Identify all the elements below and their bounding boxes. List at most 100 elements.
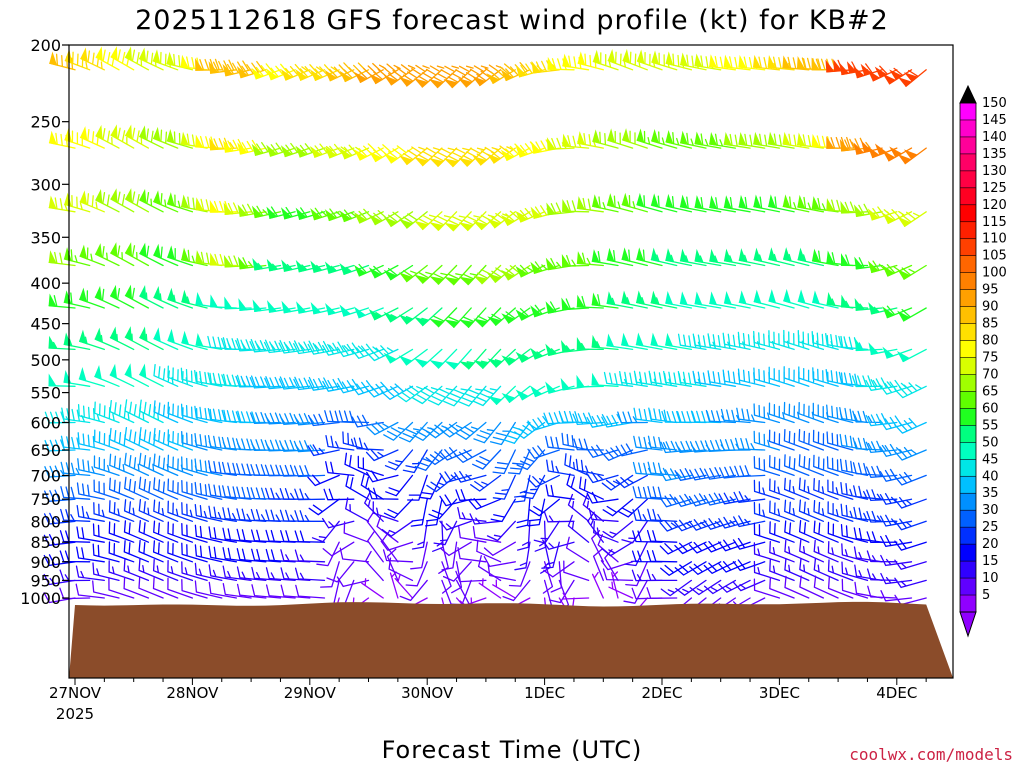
wind-barb-shaft <box>650 195 678 213</box>
wind-barb <box>110 46 135 71</box>
wind-barb-pennant <box>635 332 644 347</box>
wind-barb-pennant <box>267 300 278 313</box>
wind-barb-shaft <box>591 341 619 351</box>
wind-barb-shaft <box>718 579 751 593</box>
wind-barb-shaft <box>576 295 604 309</box>
wind-barb-shaft <box>708 55 737 71</box>
wind-barb-shaft <box>879 443 913 457</box>
wind-barb <box>181 431 208 451</box>
wind-barb-shaft <box>738 196 766 213</box>
wind-barb <box>153 286 179 309</box>
wind-barb-shaft <box>547 137 575 150</box>
wind-barb <box>167 559 194 582</box>
wind-barb-shaft <box>826 404 854 424</box>
wind-barb-shaft <box>548 385 575 394</box>
wind-barb <box>153 453 179 477</box>
wind-barb-shaft <box>64 130 91 149</box>
wind-barb <box>458 264 487 286</box>
wind-barb-shaft <box>357 455 384 477</box>
wind-barb <box>529 498 560 517</box>
wind-barb <box>879 379 913 395</box>
wind-barb-shaft <box>812 301 839 309</box>
wind-barb <box>732 579 766 592</box>
wind-barb-shaft <box>294 488 326 501</box>
wind-barb <box>264 439 296 452</box>
wind-barb <box>879 443 913 457</box>
wind-barb <box>752 54 781 71</box>
wind-barb-shaft <box>78 336 105 351</box>
wind-barb <box>43 512 76 525</box>
wind-barb <box>48 293 76 309</box>
wind-barb <box>444 348 472 370</box>
wind-barb-shaft <box>279 488 311 500</box>
wind-barb <box>60 435 91 451</box>
x-tick-label: 27NOV <box>49 684 102 702</box>
wind-barb <box>812 367 839 387</box>
colorbar-label: 20 <box>982 537 999 552</box>
wind-barb <box>76 505 105 522</box>
wind-barb <box>250 464 282 477</box>
wind-barb <box>383 348 414 364</box>
wind-barb <box>138 520 164 543</box>
wind-barb <box>92 580 120 599</box>
wind-barb-shaft <box>139 191 164 213</box>
wind-barb-shaft <box>704 439 737 452</box>
wind-barb-shaft <box>703 561 737 574</box>
wind-barb <box>753 430 781 451</box>
wind-barb <box>125 188 150 213</box>
wind-barb-shaft <box>543 411 575 425</box>
wind-barb-shaft <box>692 333 722 351</box>
wind-barb <box>181 456 208 477</box>
wind-barb-pennant <box>383 153 398 164</box>
colorbar: 1501451401351301251201151101051009590858… <box>959 84 1007 638</box>
colorbar-swatch <box>960 544 976 562</box>
wind-barb-shaft <box>453 348 472 370</box>
wind-barb <box>236 548 267 563</box>
wind-barb <box>646 569 678 582</box>
wind-barb-shaft <box>661 410 693 424</box>
wind-barb-shaft <box>894 446 927 461</box>
wind-barb <box>722 332 751 351</box>
wind-barb <box>576 196 604 213</box>
wind-barb-shaft <box>562 135 590 149</box>
wind-barb-pennant <box>840 294 850 308</box>
wind-barb-shaft <box>280 584 311 599</box>
wind-barb <box>679 291 707 309</box>
wind-barb-shaft <box>855 203 883 217</box>
wind-barb <box>769 540 795 563</box>
wind-barb-shaft <box>576 252 604 267</box>
wind-barb <box>221 409 252 424</box>
wind-barb-shaft <box>527 445 560 459</box>
wind-barb <box>663 370 693 387</box>
wind-barb <box>438 541 449 574</box>
wind-barb-shaft <box>782 133 810 149</box>
wind-barb-shaft <box>798 366 825 387</box>
wind-barb-shaft <box>402 449 428 474</box>
wind-barb-shaft <box>651 52 678 71</box>
wind-barb-shaft <box>254 307 282 313</box>
wind-barb <box>48 250 76 267</box>
wind-barb-shaft <box>59 550 91 563</box>
wind-barb-shaft <box>414 449 443 471</box>
wind-barb <box>723 132 751 149</box>
wind-barb <box>812 402 839 424</box>
wind-barb-shaft <box>732 579 766 592</box>
wind-barb-shaft <box>468 498 502 510</box>
wind-barb-shaft <box>389 571 399 599</box>
wind-barb <box>295 584 326 599</box>
wind-barb-shaft <box>694 302 722 309</box>
wind-barb-shaft <box>783 477 810 500</box>
wind-barb <box>826 250 854 267</box>
wind-barb-shaft <box>547 58 575 71</box>
wind-barb-shaft <box>298 264 326 273</box>
wind-barb <box>694 131 722 149</box>
wind-barb <box>384 449 414 471</box>
wind-barb-shaft <box>768 300 795 309</box>
wind-barb <box>473 307 502 328</box>
wind-barb-shaft <box>826 136 857 149</box>
wind-barb-shaft <box>438 541 449 574</box>
wind-barb-shaft <box>399 579 428 602</box>
wind-barb-shaft <box>94 246 120 267</box>
wind-barb-shaft <box>753 479 781 500</box>
wind-barb-shaft <box>284 206 311 220</box>
